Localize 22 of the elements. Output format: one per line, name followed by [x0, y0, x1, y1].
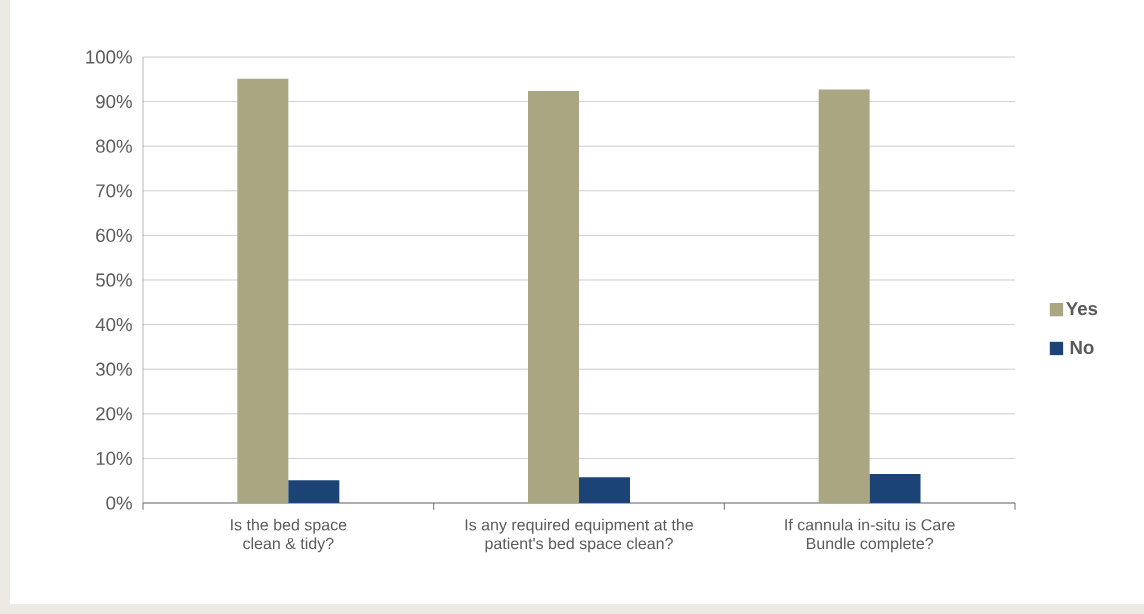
y-tick-label: 70%: [96, 184, 132, 198]
bar: [579, 477, 631, 503]
bar: [237, 78, 289, 503]
y-tick-label: 50%: [95, 273, 132, 287]
y-tick-label: 80%: [96, 139, 132, 153]
bar: [528, 90, 580, 503]
y-tick-label: 30%: [95, 362, 132, 376]
x-tick-label: If cannula in-situ is Care Bundle complete?: [785, 518, 955, 553]
legend-label: No: [1070, 341, 1094, 355]
bar: [869, 474, 921, 503]
y-tick-label: 20%: [96, 407, 132, 421]
y-tick-label: 10%: [96, 451, 132, 466]
y-tick-label: 90%: [96, 94, 132, 109]
legend-label: Yes: [1066, 302, 1098, 316]
y-tick-label: 60%: [96, 228, 132, 243]
y-tick-label: 40%: [95, 317, 132, 332]
bar: [288, 480, 340, 503]
x-tick-label: Is the bed space clean & tidy?: [231, 518, 347, 553]
x-tick-label: Is any required equipment at the patient's bed space clean?: [465, 518, 693, 553]
bar: [818, 89, 870, 503]
y-tick-label: 100%: [86, 50, 132, 64]
y-tick-label: 0%: [106, 496, 132, 510]
